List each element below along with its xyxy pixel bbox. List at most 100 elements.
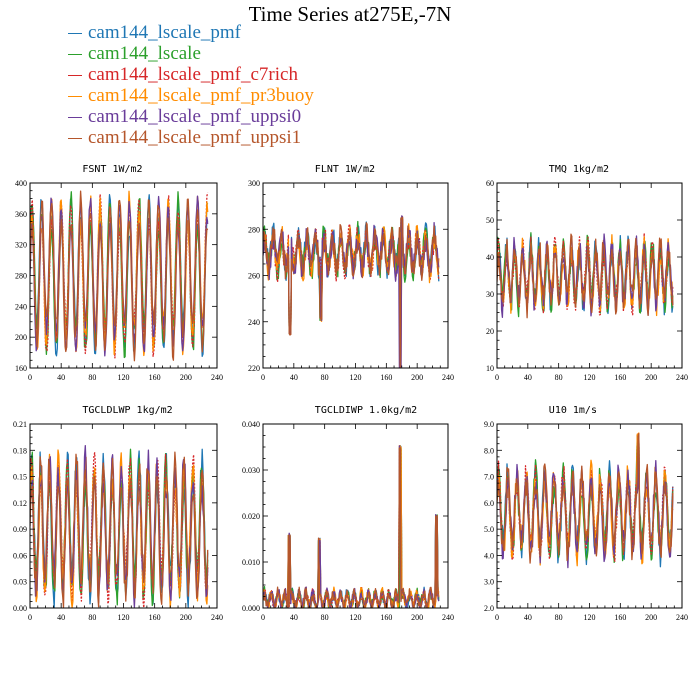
y-tick-label: 3.0 xyxy=(484,578,494,587)
legend-swatch-line xyxy=(68,33,82,35)
x-tick-label: 40 xyxy=(290,613,298,622)
x-tick-label: 200 xyxy=(645,613,657,622)
x-tick-label: 160 xyxy=(380,613,392,622)
y-tick-label: 300 xyxy=(248,179,260,188)
series-line-6 xyxy=(30,190,209,362)
x-tick-label: 0 xyxy=(28,373,32,382)
y-tick-label: 0.09 xyxy=(13,525,27,534)
legend-label: cam144_lscale_pmf_uppsi1 xyxy=(88,127,302,148)
x-tick-label: 160 xyxy=(149,373,161,382)
y-tick-label: 6.0 xyxy=(484,499,494,508)
x-tick-label: 120 xyxy=(350,613,362,622)
legend-item: cam144_lscale xyxy=(68,43,314,64)
y-tick-label: 30 xyxy=(486,290,494,299)
y-tick-label: 0.040 xyxy=(242,420,260,429)
y-tick-label: 240 xyxy=(15,302,27,311)
y-tick-label: 0.18 xyxy=(13,446,27,455)
y-tick-label: 360 xyxy=(15,210,27,219)
panel-tgcldiwp: TGCLDIWP 1.0kg/m2 0 40 80 120 160 200 240 0.000 0… xyxy=(242,405,454,622)
legend-item: cam144_lscale_pmf_uppsi0 xyxy=(68,106,314,127)
series-line-6 xyxy=(263,216,440,368)
x-tick-label: 40 xyxy=(57,373,65,382)
x-tick-label: 80 xyxy=(88,373,96,382)
x-tick-label: 240 xyxy=(211,373,223,382)
panel-title: TGCLDIWP 1.0kg/m2 xyxy=(315,405,417,416)
panel-title: TMQ 1kg/m2 xyxy=(549,164,609,175)
legend-item: cam144_lscale_pmf_pr3buoy xyxy=(68,85,314,106)
x-tick-label: 200 xyxy=(411,373,423,382)
x-tick-label: 240 xyxy=(211,613,223,622)
x-tick-label: 160 xyxy=(614,613,626,622)
x-tick-label: 240 xyxy=(442,373,454,382)
x-tick-label: 40 xyxy=(290,373,298,382)
y-tick-label: 0.15 xyxy=(13,473,27,482)
x-tick-label: 200 xyxy=(180,613,192,622)
y-tick-label: 4.0 xyxy=(484,551,494,560)
y-tick-label: 0.010 xyxy=(242,558,260,567)
panel-title: TGCLDLWP 1kg/m2 xyxy=(82,405,172,416)
panel-tgcldlwp: TGCLDLWP 1kg/m2 0 40 80 120 160 200 240 0.00 0.03… xyxy=(13,405,223,622)
legend-item: cam144_lscale_pmf xyxy=(68,22,314,43)
x-tick-label: 240 xyxy=(442,613,454,622)
panel-title: FLNT 1W/m2 xyxy=(315,164,375,175)
series-group xyxy=(497,232,674,319)
panel-flnt: FLNT 1W/m2 0 40 80 120 160 200 240 220 240 260 280 3… xyxy=(248,164,454,382)
y-tick-label: 280 xyxy=(248,225,260,234)
x-tick-label: 80 xyxy=(321,373,329,382)
x-tick-label: 80 xyxy=(555,373,563,382)
legend-swatch-line xyxy=(68,54,82,56)
series-group xyxy=(263,444,440,608)
y-tick-label: 0.020 xyxy=(242,512,260,521)
y-tick-label: 0.030 xyxy=(242,466,260,475)
y-tick-label: 0.21 xyxy=(13,420,27,429)
y-tick-label: 0.06 xyxy=(13,551,27,560)
x-tick-label: 160 xyxy=(614,373,626,382)
series-line-6 xyxy=(30,451,209,608)
x-tick-label: 160 xyxy=(380,373,392,382)
x-tick-label: 80 xyxy=(555,613,563,622)
y-tick-label: 260 xyxy=(248,272,260,281)
y-tick-label: 50 xyxy=(486,216,494,225)
y-tick-label: 400 xyxy=(15,179,27,188)
legend-swatch-line xyxy=(68,96,82,98)
figure-title: Time Series at275E,-7N xyxy=(248,2,452,26)
y-tick-label: 7.0 xyxy=(484,473,494,482)
legend: cam144_lscale_pmf cam144_lscale cam144_l… xyxy=(68,22,314,148)
x-tick-label: 0 xyxy=(495,373,499,382)
x-tick-label: 40 xyxy=(57,613,65,622)
y-tick-label: 9.0 xyxy=(484,420,494,429)
panel-title: FSNT 1W/m2 xyxy=(82,164,142,175)
x-tick-label: 120 xyxy=(118,373,130,382)
legend-swatch-line xyxy=(68,138,82,140)
y-tick-label: 0.12 xyxy=(13,499,27,508)
legend-label: cam144_lscale_pmf_c7rich xyxy=(88,64,298,85)
y-tick-label: 280 xyxy=(15,272,27,281)
legend-item: cam144_lscale_pmf_uppsi1 xyxy=(68,127,314,148)
panel-title: U10 1m/s xyxy=(549,405,597,416)
x-tick-label: 200 xyxy=(645,373,657,382)
y-tick-label: 0.03 xyxy=(13,578,27,587)
legend-label: cam144_lscale_pmf_pr3buoy xyxy=(88,85,314,106)
x-tick-label: 200 xyxy=(180,373,192,382)
series-line-6 xyxy=(497,433,674,564)
panel-tmq: TMQ 1kg/m2 0 40 80 120 160 200 240 10 20 30 40 50 60 xyxy=(486,164,688,382)
y-tick-label: 0.000 xyxy=(242,604,260,613)
legend-label: cam144_lscale_pmf xyxy=(88,22,242,43)
y-tick-label: 0.00 xyxy=(13,604,27,613)
y-tick-label: 20 xyxy=(486,327,494,336)
y-tick-label: 5.0 xyxy=(484,525,494,534)
x-tick-label: 240 xyxy=(676,373,688,382)
x-tick-label: 240 xyxy=(676,613,688,622)
y-tick-label: 160 xyxy=(15,364,27,373)
series-group xyxy=(30,445,209,608)
y-tick-label: 320 xyxy=(15,241,27,250)
x-tick-label: 120 xyxy=(584,373,596,382)
x-tick-label: 80 xyxy=(88,613,96,622)
x-tick-label: 80 xyxy=(321,613,329,622)
x-tick-label: 120 xyxy=(584,613,596,622)
x-tick-label: 200 xyxy=(411,613,423,622)
series-group xyxy=(497,432,674,569)
x-tick-label: 40 xyxy=(524,613,532,622)
series-group xyxy=(30,190,209,362)
